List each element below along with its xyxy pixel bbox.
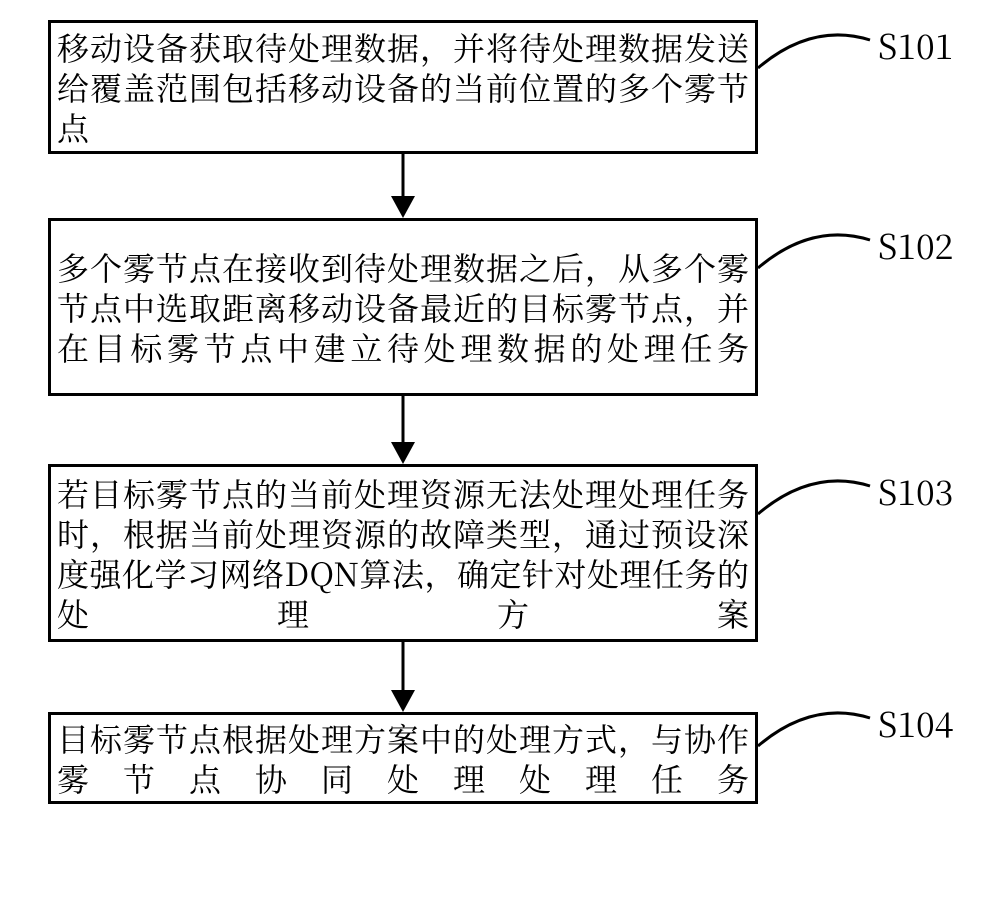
callout-line: [754, 218, 874, 272]
arrow-down: [387, 154, 419, 218]
step-label-s103: S103: [878, 466, 953, 515]
step-label-s104: S104: [878, 698, 953, 747]
flow-step-text: 多个雾节点在接收到待处理数据之后，从多个雾节点中选取距离移动设备最近的目标雾节点…: [51, 247, 755, 367]
step-label-s101: S101: [878, 20, 953, 69]
flow-step-s102: 多个雾节点在接收到待处理数据之后，从多个雾节点中选取距离移动设备最近的目标雾节点…: [48, 218, 758, 396]
flow-step-text: 目标雾节点根据处理方案中的处理方式，与协作雾节点协同处理处理任务: [51, 718, 755, 798]
flow-step-s101: 移动设备获取待处理数据，并将待处理数据发送给覆盖范围包括移动设备的当前位置的多个…: [48, 20, 758, 154]
callout-line: [754, 18, 874, 72]
arrow-down: [387, 642, 419, 712]
arrow-down: [387, 396, 419, 464]
flow-step-s103: 若目标雾节点的当前处理资源无法处理处理任务时，根据当前处理资源的故障类型，通过预…: [48, 464, 758, 642]
flowchart-canvas: 移动设备获取待处理数据，并将待处理数据发送给覆盖范围包括移动设备的当前位置的多个…: [0, 0, 1000, 903]
flow-step-text: 若目标雾节点的当前处理资源无法处理处理任务时，根据当前处理资源的故障类型，通过预…: [51, 473, 755, 633]
callout-line: [754, 464, 874, 518]
flow-step-text: 移动设备获取待处理数据，并将待处理数据发送给覆盖范围包括移动设备的当前位置的多个…: [51, 27, 755, 147]
flow-step-s104: 目标雾节点根据处理方案中的处理方式，与协作雾节点协同处理处理任务: [48, 712, 758, 804]
callout-line: [754, 696, 874, 750]
step-label-s102: S102: [878, 220, 953, 269]
